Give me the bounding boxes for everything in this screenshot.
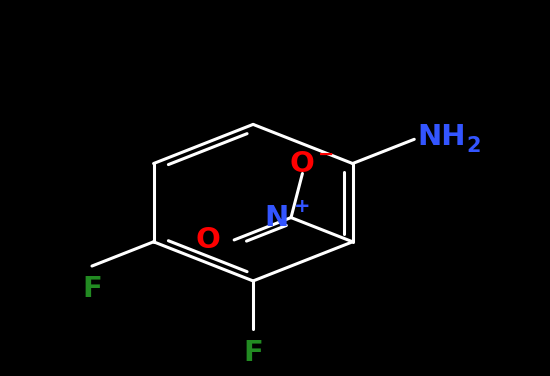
- Text: F: F: [243, 339, 263, 367]
- Text: N: N: [264, 203, 288, 232]
- Text: +: +: [294, 197, 310, 216]
- Text: O: O: [196, 226, 221, 254]
- Text: O: O: [290, 150, 315, 178]
- Text: NH: NH: [417, 123, 465, 152]
- Text: −: −: [318, 145, 334, 164]
- Text: F: F: [82, 275, 102, 303]
- Text: 2: 2: [466, 136, 481, 156]
